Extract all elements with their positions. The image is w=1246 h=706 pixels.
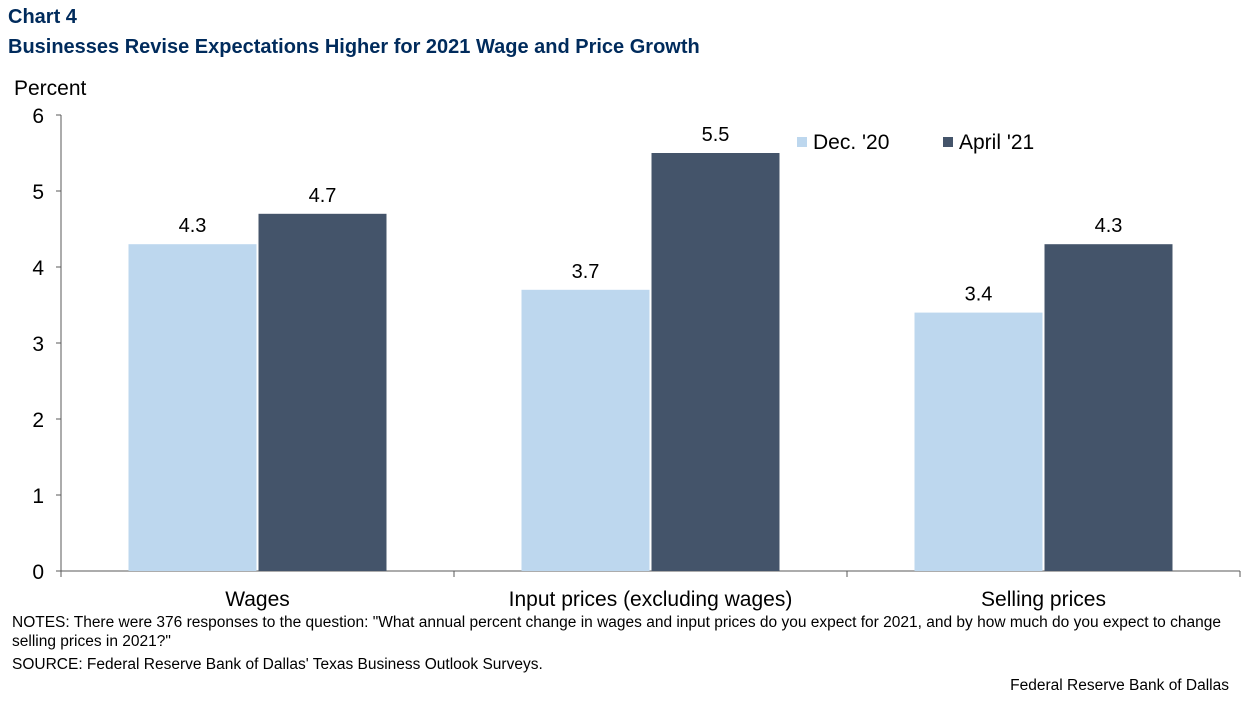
bar bbox=[1044, 244, 1173, 571]
source-text: SOURCE: Federal Reserve Bank of Dallas' … bbox=[12, 656, 543, 673]
bar bbox=[128, 244, 257, 571]
data-label: 4.7 bbox=[309, 185, 337, 207]
x-category-label: Wages bbox=[225, 588, 290, 611]
y-axis-label: Percent bbox=[14, 77, 87, 100]
legend: Dec. '20 April '21 bbox=[797, 131, 1034, 154]
y-tick-label: 3 bbox=[32, 333, 44, 356]
legend-swatch bbox=[943, 137, 953, 147]
bar bbox=[521, 289, 650, 571]
axes: 0 1 2 3 4 5 6 Wages Input prices (excluding wage… bbox=[32, 105, 1241, 611]
data-label: 4.3 bbox=[1095, 215, 1123, 237]
y-tick-label: 4 bbox=[32, 257, 44, 280]
bar bbox=[914, 312, 1043, 571]
data-label: 3.4 bbox=[965, 284, 993, 306]
notes-text: NOTES: There were 376 responses to the q… bbox=[12, 614, 1221, 650]
y-tick-label: 6 bbox=[32, 105, 44, 128]
data-label: 4.3 bbox=[179, 215, 207, 237]
legend-label: Dec. '20 bbox=[813, 131, 889, 154]
bar bbox=[651, 153, 780, 571]
legend-swatch bbox=[797, 137, 807, 147]
y-tick-label: 5 bbox=[32, 181, 44, 204]
y-tick-label: 2 bbox=[32, 409, 44, 432]
bars: 4.3 4.7 3.7 5.5 3.4 4.3 bbox=[128, 124, 1173, 572]
data-label: 5.5 bbox=[702, 124, 730, 146]
credit-text: Federal Reserve Bank of Dallas bbox=[1010, 677, 1229, 694]
legend-label: April '21 bbox=[959, 131, 1034, 154]
chart-label: Chart 4 bbox=[8, 6, 77, 28]
y-tick-label: 0 bbox=[32, 561, 44, 584]
x-category-label: Selling prices bbox=[981, 588, 1106, 611]
data-label: 3.7 bbox=[572, 261, 600, 283]
y-tick-label: 1 bbox=[32, 485, 44, 508]
chart-title: Businesses Revise Expectations Higher fo… bbox=[8, 36, 700, 58]
bar bbox=[258, 213, 387, 572]
x-category-label: Input prices (excluding wages) bbox=[509, 588, 793, 611]
